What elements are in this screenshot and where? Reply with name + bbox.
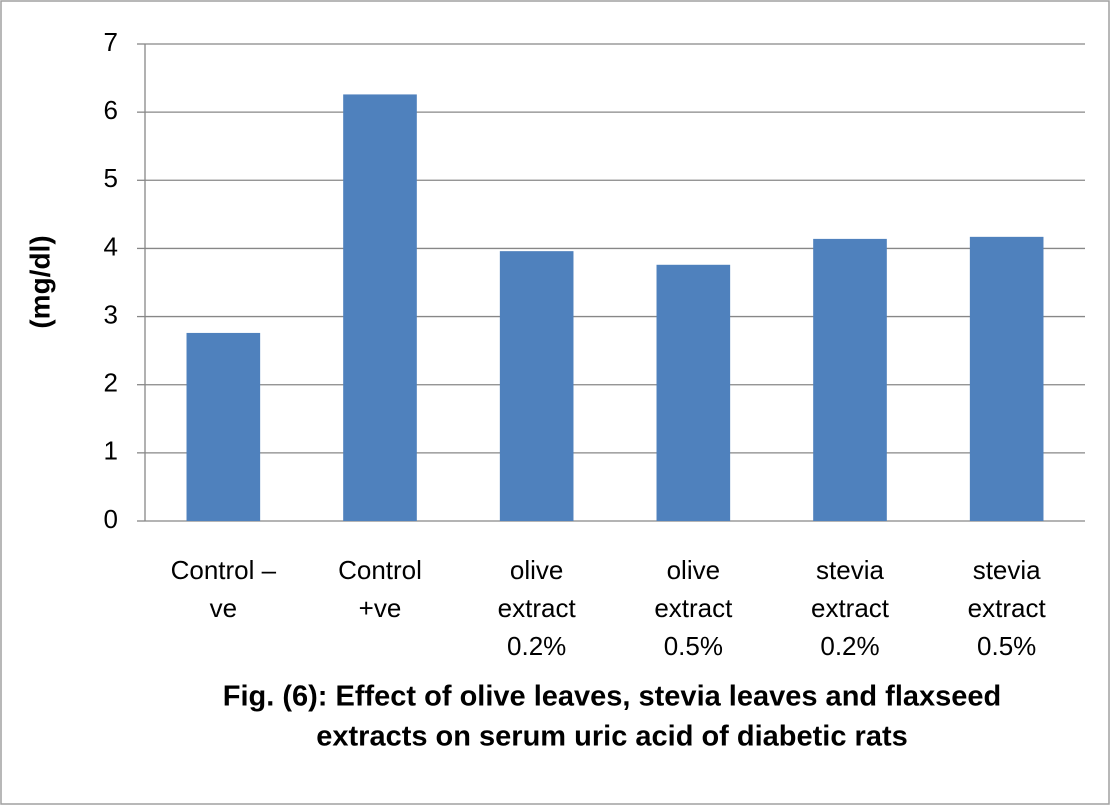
bar <box>186 332 261 521</box>
x-tick-label: extract <box>968 593 1047 623</box>
x-tick-label: ve <box>210 593 237 623</box>
x-tick-label: +ve <box>359 593 402 623</box>
chart-title: extracts on serum uric acid of diabetic … <box>316 721 907 753</box>
x-tick-label: extract <box>498 593 577 623</box>
bar <box>656 264 731 521</box>
x-tick-label: stevia <box>816 555 884 585</box>
x-tick-label: Control – <box>171 555 277 585</box>
y-tick-label: 2 <box>104 368 118 398</box>
x-tick-label: 0.5% <box>664 631 723 661</box>
x-tick-label: 0.5% <box>977 631 1036 661</box>
x-tick-label: olive <box>510 555 563 585</box>
bar <box>343 94 417 521</box>
x-tick-label: 0.2% <box>820 631 879 661</box>
y-tick-label: 5 <box>104 163 118 193</box>
x-tick-label: Control <box>338 555 422 585</box>
y-tick-label: 7 <box>104 27 118 57</box>
y-axis-label: (mg/dl) <box>24 235 55 328</box>
y-tick-label: 6 <box>104 95 118 125</box>
x-tick-label: extract <box>654 593 733 623</box>
x-tick-label: stevia <box>973 555 1041 585</box>
bar <box>813 238 887 522</box>
x-tick-label: 0.2% <box>507 631 566 661</box>
bar <box>969 236 1044 521</box>
y-tick-label: 1 <box>104 436 118 466</box>
bar <box>499 251 574 521</box>
y-tick-label: 3 <box>104 299 118 329</box>
y-tick-label: 4 <box>104 231 118 261</box>
chart-title: Fig. (6): Effect of olive leaves, stevia… <box>223 681 1002 713</box>
x-tick-label: olive <box>667 555 720 585</box>
x-tick-label: extract <box>811 593 890 623</box>
y-tick-label: 0 <box>104 504 118 534</box>
